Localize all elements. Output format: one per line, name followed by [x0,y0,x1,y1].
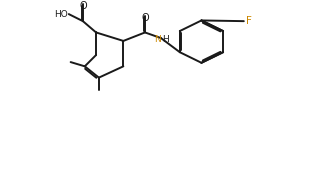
Text: HO: HO [54,10,67,19]
Text: F: F [246,16,251,26]
Text: O: O [141,13,149,23]
Text: O: O [79,1,87,11]
Text: H: H [163,35,169,44]
Text: N: N [154,35,160,44]
